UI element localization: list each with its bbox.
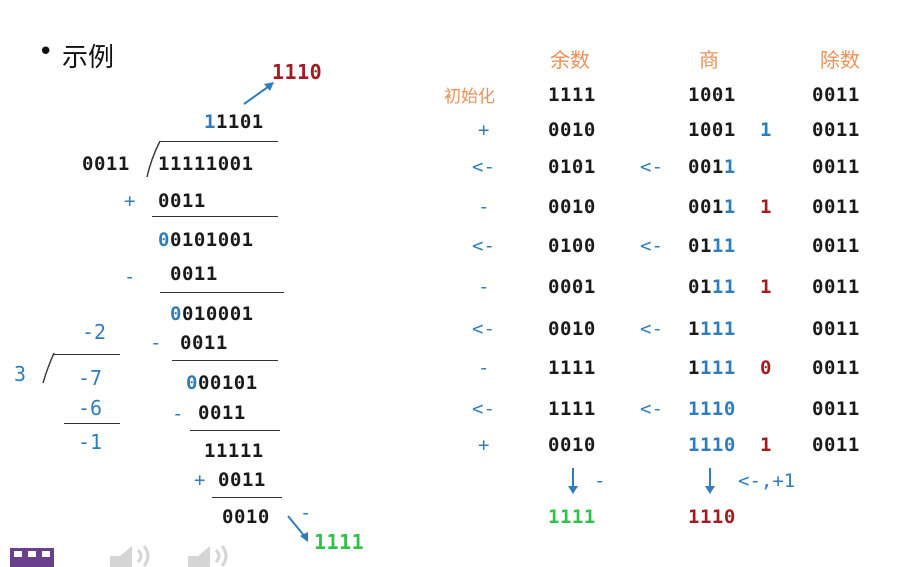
dividend: 11111001	[158, 153, 254, 175]
step-value: 0011	[158, 190, 206, 212]
remainder-op: -	[478, 357, 490, 379]
final-partial: 0010	[222, 506, 270, 528]
divisor-value: 0011	[812, 196, 860, 218]
header-quotient: 商	[699, 48, 719, 72]
down-right-arrow-icon	[287, 515, 308, 542]
divisor-value: 0011	[812, 235, 860, 257]
quotient-bit: 0	[760, 357, 772, 379]
quotient-op: <-	[640, 156, 663, 178]
decimal-dividend: -7	[78, 366, 103, 390]
remainder-value: 0010	[548, 434, 596, 456]
divisor-value: 0011	[812, 84, 860, 106]
remainder-value: 0010	[548, 196, 596, 218]
step-op: -	[124, 266, 136, 288]
step-op: +	[194, 469, 206, 491]
divisor-value: 0011	[812, 119, 860, 141]
header-remainder: 余数	[550, 48, 590, 72]
down-arrow-icon	[705, 468, 715, 494]
quotient-bit: 1	[760, 434, 772, 456]
up-right-arrow-icon	[243, 82, 274, 105]
quotient-value: 1110	[688, 434, 736, 456]
quotient-value: 1110	[688, 398, 736, 420]
final-rem-op: -	[594, 470, 606, 492]
divisor-value: 0011	[812, 434, 860, 456]
remainder-value: 1111	[548, 357, 596, 379]
partial-remainder: 11111	[204, 440, 264, 462]
speaker-icon[interactable]	[100, 540, 160, 567]
corrected-quotient: 1110	[272, 60, 323, 84]
header-divisor: 除数	[820, 48, 860, 72]
quotient-bit: 1	[760, 276, 772, 298]
final-quotient-op: <-,+1	[738, 470, 796, 492]
university-crest-icon	[10, 548, 54, 567]
decimal-divisor: 3	[14, 362, 27, 386]
remainder-op: -	[478, 196, 490, 218]
decimal-quotient: -2	[82, 320, 107, 344]
remainder-op: +	[478, 119, 490, 141]
remainder-value: 0001	[548, 276, 596, 298]
quotient-value: 0011	[688, 196, 736, 218]
quotient-value: 0011	[688, 156, 736, 178]
quotient-value: 1001	[688, 84, 736, 106]
decimal-remainder: -1	[78, 430, 103, 454]
remainder-op: <-	[472, 398, 495, 420]
down-arrow-icon	[568, 468, 578, 494]
remainder-op: -	[478, 276, 490, 298]
remainder-value: 0101	[548, 156, 596, 178]
divisor-value: 0011	[812, 156, 860, 178]
partial-remainder: 00101001	[158, 229, 254, 251]
remainder-op: <-	[472, 318, 495, 340]
remainder-op: <-	[472, 156, 495, 178]
init-label: 初始化	[444, 87, 495, 107]
step-value: 0011	[180, 332, 228, 354]
divisor-value: 0011	[812, 398, 860, 420]
quotient: 11101	[204, 111, 264, 133]
slide-title: 示例	[62, 43, 115, 73]
quotient-op: <-	[640, 398, 663, 420]
quotient-first-bit: 1	[204, 111, 216, 133]
final-remainder: 1111	[314, 530, 365, 554]
divisor-value: 0011	[812, 276, 860, 298]
step-op: +	[124, 190, 136, 212]
remainder-op: +	[478, 434, 490, 456]
quotient-value: 0111	[688, 235, 736, 257]
remainder-value: 0100	[548, 235, 596, 257]
quotient-value: 0111	[688, 276, 736, 298]
remainder-value: 0010	[548, 318, 596, 340]
partial-remainder: 0010001	[170, 303, 254, 325]
speaker-icon[interactable]	[178, 540, 238, 567]
remainder-value: 1111	[548, 84, 596, 106]
divisor-value: 0011	[812, 357, 860, 379]
step-op: -	[172, 403, 184, 425]
quotient-value: 1111	[688, 318, 736, 340]
quotient-bit: 1	[760, 119, 772, 141]
divisor: 0011	[82, 153, 130, 175]
quotient-value: 1111	[688, 357, 736, 379]
divisor-value: 0011	[812, 318, 860, 340]
quotient-value: 1001	[688, 119, 736, 141]
slide-bullet: •	[38, 37, 54, 67]
step-op: -	[150, 332, 162, 354]
step-value: 0011	[218, 469, 266, 491]
final-minus: -	[300, 502, 312, 524]
quotient-op: <-	[640, 318, 663, 340]
table-final-quotient: 1110	[688, 506, 736, 528]
division-bracket-icon	[42, 353, 55, 384]
table-final-remainder: 1111	[548, 506, 596, 528]
division-bracket-icon	[146, 141, 161, 178]
quotient-bit: 1	[760, 196, 772, 218]
remainder-value: 1111	[548, 398, 596, 420]
quotient-op: <-	[640, 235, 663, 257]
remainder-op: <-	[472, 235, 495, 257]
remainder-value: 0010	[548, 119, 596, 141]
quotient-rest: 1101	[215, 111, 264, 133]
step-value: 0011	[198, 402, 246, 424]
decimal-product: -6	[78, 396, 103, 420]
step-value: 0011	[170, 263, 218, 285]
partial-remainder: 000101	[186, 372, 258, 394]
